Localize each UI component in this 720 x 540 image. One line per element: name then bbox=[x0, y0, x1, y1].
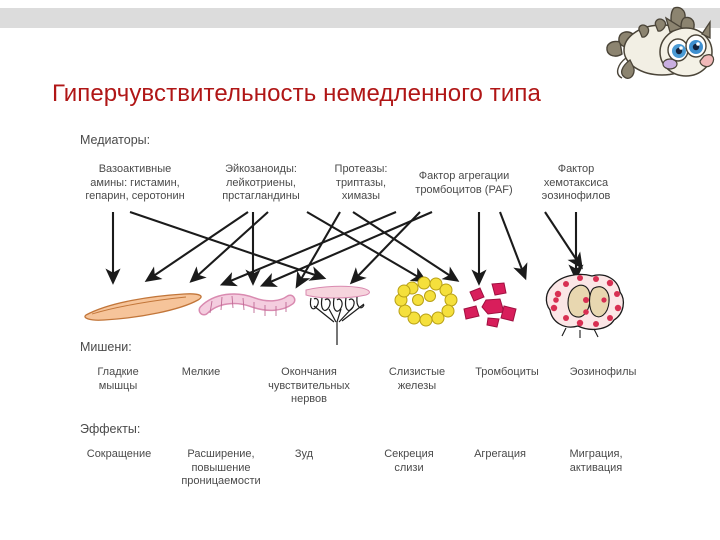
mediator-proteases: Протеазы: триптазы, химазы bbox=[334, 163, 388, 202]
nerve-ending-icon bbox=[305, 285, 370, 345]
top-gray-band bbox=[0, 8, 720, 28]
effect-mucus-secretion-label: Секреция слизи bbox=[384, 448, 434, 474]
effect-contraction-label: Сокращение bbox=[86, 448, 152, 460]
cartoon-cat-icon bbox=[606, 6, 715, 79]
mediators-section-label: Медиаторы: bbox=[80, 133, 151, 147]
mucous-gland-icon bbox=[394, 276, 458, 327]
mediator-eosinophil-chemotactic-factor: Фактор хемотаксиса эозинофилов bbox=[541, 163, 611, 202]
small-vessel-icon bbox=[198, 293, 296, 316]
eosinophil-icon bbox=[545, 273, 625, 338]
effect-migration-label: Миграция, активация bbox=[569, 448, 623, 474]
smooth-muscle-icon bbox=[84, 293, 202, 321]
platelet-icon bbox=[463, 282, 517, 328]
target-eosinophils-label: Эозинофилы bbox=[569, 366, 637, 378]
effect-itching-label: Зуд bbox=[294, 448, 314, 460]
effect-dilation-label: Расширение, повышение проницаемости bbox=[181, 448, 261, 487]
target-mucous-glands-label: Слизистые железы bbox=[388, 366, 446, 392]
effects-section-label: Эффекты: bbox=[80, 422, 141, 436]
mediator-eicosanoids: Эйкозаноиды: лейкотриены, прстагландины bbox=[222, 163, 300, 202]
effect-aggregation-label: Агрегация bbox=[474, 448, 526, 460]
target-smooth-muscle-label: Гладкие мышцы bbox=[97, 366, 139, 392]
target-small-vessels-label: Мелкие bbox=[181, 366, 221, 378]
arrow-group bbox=[105, 211, 584, 289]
target-nerve-endings-label: Окончания чувствительных нервов bbox=[268, 366, 350, 405]
target-platelets-label: Тромбоциты bbox=[475, 366, 539, 378]
targets-section-label: Мишени: bbox=[80, 340, 132, 354]
mediator-paf: Фактор агрегации тромбоцитов (PAF) bbox=[415, 170, 513, 196]
page-title: Гиперчувствительность немедленного типа bbox=[52, 80, 541, 107]
mediator-vasoactive-amines: Вазоактивные амины: гистамин, гепарин, сер… bbox=[85, 163, 185, 202]
